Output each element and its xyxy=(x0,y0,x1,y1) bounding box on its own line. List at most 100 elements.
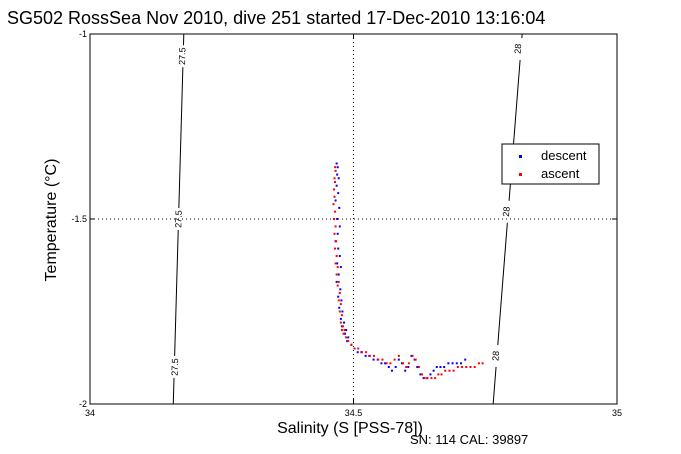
data-point-ascent xyxy=(333,218,336,220)
data-point-ascent xyxy=(414,358,417,361)
data-point-descent xyxy=(364,354,367,357)
data-point-ascent xyxy=(347,340,350,343)
data-point-ascent xyxy=(373,354,376,357)
data-point-descent xyxy=(387,366,390,368)
data-point-descent xyxy=(416,366,419,368)
data-point-descent xyxy=(356,351,359,354)
data-point-ascent xyxy=(473,366,476,368)
contour-label-gap xyxy=(171,355,180,379)
data-point-descent xyxy=(397,358,400,361)
contour-label-gap xyxy=(502,200,512,223)
data-point-ascent xyxy=(405,366,408,368)
data-point-descent xyxy=(422,377,425,380)
data-point-ascent xyxy=(337,280,340,283)
contour-label-gap xyxy=(514,37,523,61)
data-point-descent xyxy=(413,358,416,361)
data-point-descent xyxy=(336,232,339,235)
data-point-ascent xyxy=(377,358,380,361)
data-point-descent xyxy=(460,362,463,365)
data-point-ascent xyxy=(342,332,345,335)
x-tick-label: 35 xyxy=(612,408,622,418)
y-tick-label: -1.5 xyxy=(71,214,87,224)
data-point-ascent xyxy=(334,166,337,169)
data-point-ascent xyxy=(345,336,348,339)
data-point-descent xyxy=(339,266,342,269)
data-point-ascent xyxy=(353,347,356,350)
data-point-descent xyxy=(335,184,338,187)
x-tick-label: 34.5 xyxy=(345,408,363,418)
data-point-ascent xyxy=(333,195,336,198)
data-point-ascent xyxy=(333,232,336,235)
data-point-ascent xyxy=(334,210,337,213)
data-point-descent xyxy=(390,369,393,372)
legend-label-ascent: ascent xyxy=(541,166,580,181)
data-point-descent xyxy=(337,273,340,276)
data-point-ascent xyxy=(336,284,339,287)
contour-label-gap xyxy=(491,344,501,368)
data-point-descent xyxy=(439,366,442,368)
data-point-ascent xyxy=(477,362,480,365)
contour-label-gap xyxy=(178,45,187,68)
data-point-ascent xyxy=(334,225,337,228)
data-point-ascent xyxy=(430,377,433,380)
data-point-descent xyxy=(346,340,349,343)
y-tick-label: -2 xyxy=(79,399,87,409)
data-point-ascent xyxy=(452,369,455,372)
data-point-descent xyxy=(455,362,458,365)
data-point-descent xyxy=(400,362,403,365)
data-point-descent xyxy=(380,362,383,365)
data-point-ascent xyxy=(341,325,344,328)
data-point-descent xyxy=(432,369,435,372)
data-point-ascent xyxy=(444,369,447,372)
data-point-ascent xyxy=(469,366,472,368)
data-point-descent xyxy=(338,206,341,209)
data-point-descent xyxy=(339,317,342,320)
data-point-ascent xyxy=(461,366,464,368)
contour-label: 28 xyxy=(501,206,512,217)
data-point-ascent xyxy=(381,358,384,361)
data-point-ascent xyxy=(333,177,336,180)
data-point-ascent xyxy=(411,354,414,357)
data-point-ascent xyxy=(426,377,429,380)
data-point-ascent xyxy=(336,266,339,269)
chart-title: SG502 RossSea Nov 2010, dive 251 started… xyxy=(7,8,545,28)
data-point-ascent xyxy=(339,303,342,306)
data-point-descent xyxy=(337,295,340,298)
data-point-descent xyxy=(336,173,339,176)
data-point-descent xyxy=(384,362,387,365)
y-axis-label: Temperature (°C) xyxy=(43,159,60,282)
data-point-descent xyxy=(429,373,432,376)
contour-label: 28 xyxy=(490,351,501,362)
data-point-descent xyxy=(337,247,340,250)
data-point-descent xyxy=(340,299,343,302)
data-point-ascent xyxy=(350,343,353,346)
series-ascent xyxy=(332,166,484,380)
legend-label-descent: descent xyxy=(541,148,587,163)
data-point-ascent xyxy=(334,169,337,172)
contour-label: 27.5 xyxy=(170,358,180,376)
data-point-ascent xyxy=(389,362,392,365)
data-point-ascent xyxy=(335,273,338,276)
data-point-ascent xyxy=(333,188,336,191)
data-point-ascent xyxy=(407,362,410,365)
data-point-descent xyxy=(338,255,341,257)
y-tick-label: -1 xyxy=(79,29,87,39)
data-point-ascent xyxy=(465,366,468,368)
data-point-ascent xyxy=(402,362,405,365)
data-point-descent xyxy=(337,192,340,195)
data-point-ascent xyxy=(339,321,342,324)
data-point-descent xyxy=(447,362,450,365)
data-point-ascent xyxy=(393,358,396,361)
data-point-ascent xyxy=(343,329,346,331)
data-point-ascent xyxy=(417,366,420,368)
data-point-descent xyxy=(410,354,413,357)
data-point-ascent xyxy=(357,347,360,350)
x-tick-label: 34 xyxy=(85,408,95,418)
data-point-descent xyxy=(345,329,348,331)
data-point-descent xyxy=(419,373,422,376)
data-point-descent xyxy=(404,369,407,372)
data-point-ascent xyxy=(360,351,363,354)
data-point-descent xyxy=(340,325,343,328)
data-point-ascent xyxy=(338,292,341,294)
data-point-ascent xyxy=(368,354,371,357)
